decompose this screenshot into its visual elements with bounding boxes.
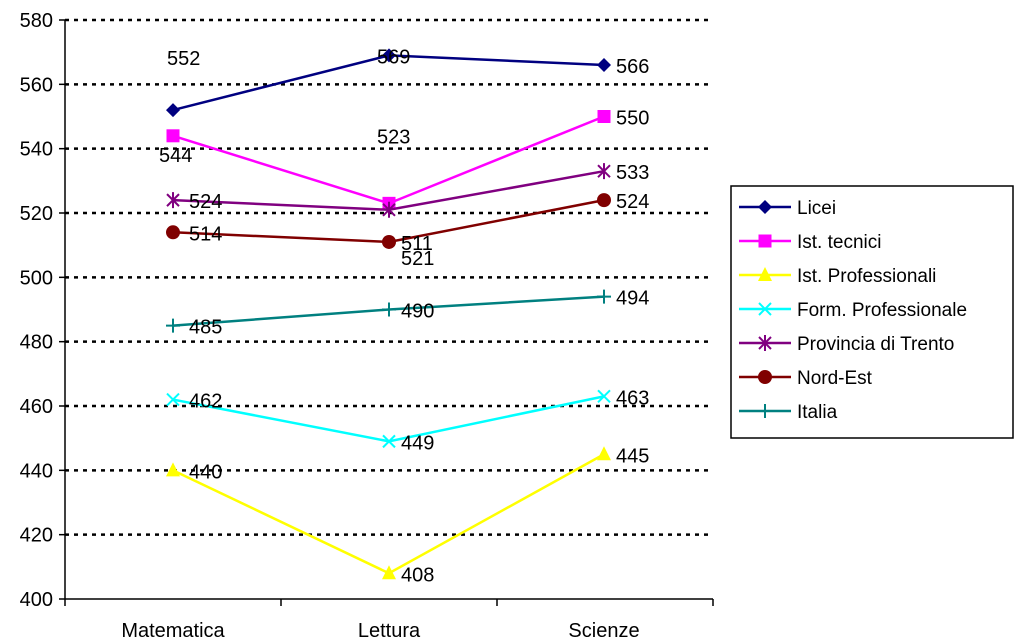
legend-item: Provincia di Trento xyxy=(739,334,954,355)
legend-marker xyxy=(758,335,772,351)
data-point xyxy=(166,129,180,143)
y-tick-label: 540 xyxy=(20,139,53,161)
series-form-professionale: 462 449 463 xyxy=(166,387,649,454)
data-label: 524 xyxy=(189,191,222,213)
data-point xyxy=(382,48,396,63)
data-point xyxy=(166,462,180,477)
data-label: 569 xyxy=(377,46,410,68)
y-tick-label: 520 xyxy=(20,203,53,225)
data-point xyxy=(166,103,180,118)
data-label: 490 xyxy=(401,301,434,323)
data-point xyxy=(382,302,396,317)
legend-marker xyxy=(758,234,772,248)
legend-marker xyxy=(758,267,772,281)
y-tick-label: 500 xyxy=(20,267,53,289)
series-nord-est: 514 511 524 xyxy=(166,191,649,255)
data-point xyxy=(597,446,611,461)
y-tick-label: 560 xyxy=(20,74,53,96)
x-tick-label: Scienze xyxy=(568,620,639,642)
data-point xyxy=(382,565,396,580)
series-line xyxy=(172,395,605,443)
y-tick-label: 460 xyxy=(20,396,53,418)
data-label: 445 xyxy=(616,445,649,467)
data-point xyxy=(166,392,180,407)
data-point xyxy=(166,318,180,333)
data-label: 544 xyxy=(159,145,192,167)
data-point xyxy=(597,193,611,208)
data-label: 462 xyxy=(189,391,222,413)
series-ist-professionali: 440 408 445 xyxy=(166,445,649,586)
data-point xyxy=(597,110,611,123)
legend-marker xyxy=(758,200,772,214)
legend: Licei Ist. tecnici Ist. Professionali Form.… xyxy=(730,185,1014,439)
series-italia: 485 490 494 xyxy=(166,288,649,339)
data-label: 485 xyxy=(189,317,222,339)
y-tick-label: 580 xyxy=(20,10,53,32)
series-line xyxy=(172,453,605,575)
data-point xyxy=(166,225,180,240)
data-point xyxy=(382,434,396,449)
legend-box xyxy=(730,185,1014,439)
series-provincia-di-trento: 524 521 533 xyxy=(166,162,649,270)
legend-item: Ist. tecnici xyxy=(739,232,881,253)
x-tick-label: Matematica xyxy=(121,620,225,642)
legend-label: Licei xyxy=(797,198,836,219)
legend-label: Italia xyxy=(797,402,838,423)
data-label: 524 xyxy=(616,191,649,213)
legend-label: Nord-Est xyxy=(797,368,873,389)
legend-label: Ist. Professionali xyxy=(797,266,936,287)
data-point xyxy=(382,201,396,218)
data-point xyxy=(597,389,611,404)
data-point xyxy=(166,192,180,209)
legend-marker xyxy=(758,302,772,316)
legend-label: Form. Professionale xyxy=(797,300,967,321)
legend-label: Ist. tecnici xyxy=(797,232,881,253)
data-label: 408 xyxy=(401,564,434,586)
data-label: 533 xyxy=(616,162,649,184)
data-label: 440 xyxy=(189,461,222,483)
data-label: 521 xyxy=(401,248,434,270)
data-label: 552 xyxy=(167,48,200,70)
legend-item: Licei xyxy=(739,198,836,219)
y-tick-label: 400 xyxy=(20,589,53,611)
data-point xyxy=(597,289,611,304)
data-label: 514 xyxy=(189,223,222,245)
legend-marker xyxy=(758,370,772,384)
series-licei: 552 569 566 xyxy=(166,46,649,118)
data-point xyxy=(597,163,611,180)
legend-item: Italia xyxy=(739,402,838,423)
series-ist-tecnici: 544 523 550 xyxy=(159,108,649,210)
data-label: 494 xyxy=(616,288,649,310)
y-tick-label: 480 xyxy=(20,332,53,354)
legend-item: Form. Professionale xyxy=(739,300,967,321)
y-tick-label: 420 xyxy=(20,525,53,547)
data-label: 550 xyxy=(616,108,649,130)
data-label: 449 xyxy=(401,432,434,454)
legend-marker xyxy=(758,404,772,418)
data-point xyxy=(597,58,611,73)
legend-label: Provincia di Trento xyxy=(797,334,954,355)
legend-item: Ist. Professionali xyxy=(739,266,936,287)
data-label: 566 xyxy=(616,56,649,78)
data-label: 523 xyxy=(377,126,410,148)
data-point xyxy=(382,234,396,249)
data-label: 463 xyxy=(616,387,649,409)
x-tick-label: Lettura xyxy=(358,620,421,642)
legend-item: Nord-Est xyxy=(739,368,873,389)
data-label: 511 xyxy=(401,233,433,255)
y-tick-label: 440 xyxy=(20,460,53,482)
